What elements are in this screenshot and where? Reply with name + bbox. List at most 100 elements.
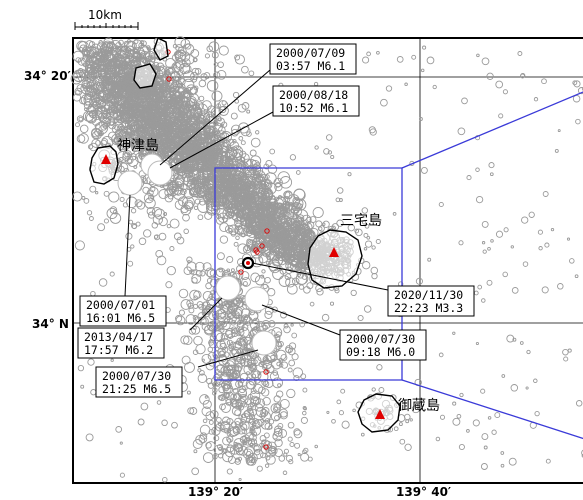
hypocenter-dot: [174, 36, 186, 48]
hypocenter-dot: [102, 98, 108, 104]
hypocenter-dot: [81, 57, 91, 67]
hypocenter-dot: [113, 138, 118, 143]
hypocenter-dot: [241, 428, 248, 434]
hypocenter-dot: [261, 364, 268, 370]
hypocenter-dot: [291, 353, 299, 361]
hypocenter-dot: [457, 127, 466, 136]
hypocenter-dot: [151, 207, 163, 218]
hypocenter-dot: [244, 208, 250, 214]
hypocenter-dot: [491, 429, 497, 435]
leader-lines: [124, 69, 389, 368]
hypocenter-dot: [500, 451, 505, 455]
hypocenter-dot: [225, 300, 233, 308]
hypocenter-dot: [225, 399, 232, 406]
hypocenter-dot: [277, 413, 282, 418]
hypocenter-dot: [276, 390, 284, 398]
hypocenter-dot: [170, 94, 177, 102]
hypocenter-dot: [158, 88, 164, 94]
hypocenter-dot: [226, 210, 233, 217]
hypocenter-dot: [341, 420, 350, 429]
hypocenter-dot: [257, 371, 269, 383]
hypocenter-dot: [171, 136, 184, 149]
event-annotation-20000818: 2000/08/18 10:52 M6.1: [272, 85, 360, 117]
hypocenter-dot: [271, 327, 283, 338]
hypocenter-dot: [182, 213, 190, 222]
hypocenter-dot: [119, 69, 125, 75]
hypocenter-dot: [160, 155, 165, 159]
hypocenter-dot: [196, 121, 205, 130]
hypocenter-dot: [274, 425, 283, 435]
hypocenter-dot: [89, 185, 97, 193]
hypocenter-dot: [239, 327, 250, 338]
hypocenter-dot: [149, 105, 157, 113]
hypocenter-dot: [272, 434, 278, 440]
hypocenter-dot: [149, 109, 160, 120]
hypocenter-dot: [581, 86, 583, 91]
hypocenter-dot: [131, 102, 144, 114]
hypocenter-dot: [204, 324, 214, 335]
hypocenter-dot: [235, 296, 243, 304]
hypocenter-dot: [452, 401, 457, 406]
hypocenter-dot: [184, 54, 195, 65]
hypocenter-dot: [253, 247, 259, 253]
hypocenter-dot: [569, 258, 575, 264]
hypocenter-dot: [272, 370, 279, 376]
hypocenter-dot: [276, 341, 282, 347]
hypocenter-dot: [239, 420, 250, 431]
hypocenter-dot: [205, 411, 215, 421]
hypocenter-dot: [174, 187, 183, 196]
hypocenter-dot: [566, 237, 571, 241]
hypocenter-dot: [218, 386, 226, 394]
event-date: 2000/07/30: [346, 332, 415, 346]
hypocenter-dot: [155, 94, 161, 101]
hypocenter-dot: [135, 58, 141, 64]
hypocenter-dot: [248, 456, 254, 462]
hypocenter-dot: [533, 378, 538, 384]
hypocenter-dot: [164, 188, 173, 197]
hypocenter-dot: [581, 449, 583, 457]
hypocenter-dot: [130, 113, 140, 122]
hypocenter-dot: [190, 71, 199, 81]
hypocenter-dot: [162, 146, 173, 157]
hypocenter-dot: [249, 390, 261, 401]
hypocenter-dot: [466, 175, 472, 181]
hypocenter-dot: [104, 59, 115, 70]
hypocenter-dot: [294, 266, 302, 274]
hypocenter-dot: [103, 218, 109, 224]
hypocenter-dot: [154, 234, 159, 239]
hypocenter-dot: [232, 399, 243, 410]
hypocenter-dot: [201, 358, 205, 362]
hypocenter-dot: [80, 384, 85, 389]
hypocenter-dot: [347, 224, 355, 232]
hypocenter-dot: [229, 444, 240, 455]
hypocenter-dot: [130, 103, 139, 113]
hypocenter-dot: [138, 127, 144, 134]
hypocenter-dot: [399, 438, 406, 445]
hypocenter-dot: [230, 268, 235, 273]
hypocenter-dot: [247, 438, 256, 446]
hypocenter-dot: [209, 334, 217, 341]
event-annotation-20000730-2125: 2000/07/30 21:25 M6.5: [95, 366, 183, 398]
hypocenter-dot: [205, 198, 219, 212]
hypocenter-dot: [116, 74, 125, 82]
analysis-region: [214, 91, 583, 440]
hypocenter-dot: [231, 128, 239, 137]
hypocenter-dot: [234, 54, 241, 61]
hypocenter-dot: [297, 453, 301, 457]
hypocenter-dot: [380, 98, 388, 107]
hypocenter-dot: [174, 199, 185, 210]
hypocenter-dot: [278, 357, 284, 363]
hypocenter-dot: [385, 85, 393, 92]
hypocenter-dot: [189, 86, 198, 95]
hypocenter-dot: [261, 407, 270, 415]
event-detail: 16:01 M6.5: [86, 311, 155, 325]
hypocenter-dot: [254, 231, 259, 236]
hypocenter-dot: [151, 222, 159, 229]
hypocenter-dot: [228, 228, 233, 232]
hypocenter-dot: [275, 402, 282, 409]
hypocenter-dot: [361, 220, 367, 225]
hypocenter-dot: [269, 261, 281, 274]
hypocenter-dot: [456, 413, 462, 419]
hypocenter-dot: [306, 216, 312, 222]
hypocenter-dot: [70, 72, 83, 85]
